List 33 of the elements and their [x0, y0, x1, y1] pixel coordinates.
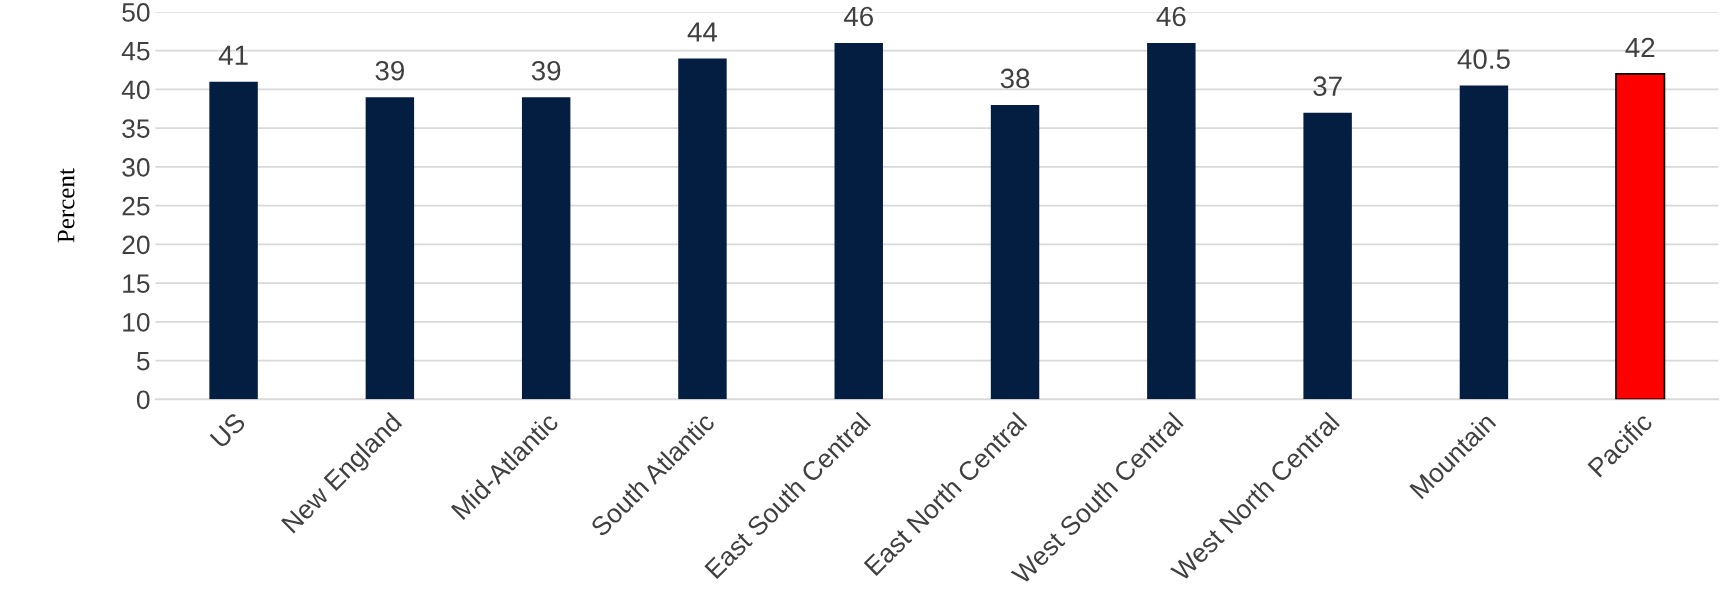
y-tick-label: 0: [136, 390, 150, 410]
y-tick-label: 5: [136, 351, 150, 371]
bar: [365, 97, 415, 400]
y-axis-title: Percent: [57, 168, 75, 243]
data-label: 42: [1625, 37, 1655, 58]
data-label: 38: [1000, 68, 1030, 89]
bar: [209, 81, 258, 400]
y-tick-label: 45: [121, 42, 150, 61]
y-tick-label: 30: [122, 158, 150, 177]
data-label: 37: [1313, 76, 1342, 97]
bar: [834, 42, 883, 400]
y-tick-label: 40: [121, 80, 150, 100]
y-tick-label: 50: [122, 3, 150, 22]
data-label: 46: [843, 6, 873, 27]
x-tick-label: US: [209, 411, 247, 449]
bar: [1147, 42, 1196, 400]
bar: [1459, 85, 1509, 400]
data-label: 44: [687, 22, 718, 42]
y-tick-label: 25: [122, 196, 150, 216]
y-tick-label: 35: [122, 119, 150, 138]
y-tick-label: 20: [122, 235, 150, 255]
bar: [521, 97, 571, 400]
y-tick-label: 15: [123, 274, 150, 293]
data-label: 46: [1156, 6, 1186, 27]
y-tick-label: 10: [123, 312, 150, 332]
bar: [1615, 73, 1666, 400]
data-label: 39: [375, 60, 404, 81]
bar: [678, 58, 727, 400]
data-label: 40.5: [1457, 49, 1510, 69]
data-label: 39: [531, 60, 561, 81]
bar: [990, 104, 1040, 400]
data-label: 41: [218, 45, 248, 65]
bar: [1303, 112, 1352, 400]
